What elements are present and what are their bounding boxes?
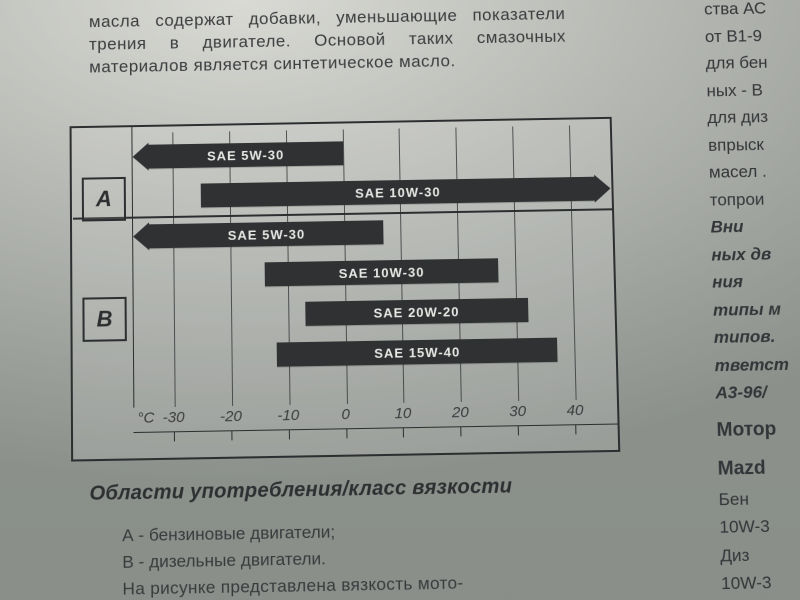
viscosity-bar: SAE 10W-30: [264, 258, 498, 286]
right-fragment: А3-96/: [715, 379, 800, 406]
axis-tick: [288, 429, 289, 439]
manual-page: масла содержат добавки, уменьшающие пока…: [0, 0, 800, 600]
axis-tick: [231, 430, 232, 440]
figure-caption: Области употребления/класс вязкости: [89, 475, 512, 506]
right-fragment: 10W-3: [721, 569, 800, 597]
figure-legend: А - бензиновые двигатели; В - дизельные …: [122, 519, 336, 575]
right-fragment: ных - В: [706, 77, 796, 104]
axis-tick-label: 20: [452, 404, 469, 422]
right-fragment: для диз: [707, 104, 797, 131]
viscosity-bar: SAE 15W-40: [277, 338, 558, 367]
outro-paragraph: На рисунке представлена вязкость мото-: [122, 571, 609, 600]
viscosity-bar: SAE 10W-30: [201, 177, 595, 208]
legend-b: В - дизельные двигатели.: [122, 545, 336, 575]
gridline: [172, 132, 175, 407]
right-fragment: впрыск: [708, 131, 799, 158]
viscosity-bar: SAE 5W-30: [149, 220, 384, 248]
gridline: [229, 131, 233, 406]
axis-tick-label: -30: [163, 409, 185, 427]
intro-paragraph: масла содержат добавки, уменьшающие пока…: [89, 3, 567, 79]
right-fragment: Мотор: [716, 415, 800, 446]
axis-tick: [575, 424, 576, 434]
right-fragment: типы м: [713, 296, 800, 323]
right-fragment: для бен: [705, 49, 795, 76]
axis-tick: [174, 431, 175, 441]
right-fragment: масел .: [709, 158, 800, 185]
axis-tick: [346, 428, 347, 438]
axis-tick-label: 10: [394, 405, 411, 423]
axis-tick: [518, 425, 519, 435]
right-fragment: Диз: [720, 541, 800, 569]
right-column-fragments: ства АСот В1-9для бенных - Вдля дизвпрыс…: [704, 0, 800, 599]
axis-tick-label: 30: [509, 403, 526, 421]
right-fragment: ства АС: [704, 0, 794, 22]
axis-tick-label: -20: [220, 408, 242, 426]
axis-unit: °C: [137, 409, 154, 427]
group-separator: [73, 208, 612, 219]
axis-tick-label: 0: [341, 406, 350, 423]
right-fragment: 10W-3: [719, 513, 800, 541]
legend-a: А - бензиновые двигатели;: [122, 519, 335, 549]
right-fragment: Бен: [718, 485, 800, 513]
right-fragment: типов.: [713, 323, 800, 350]
axis-tick-label: -10: [277, 407, 299, 425]
right-fragment: Mazd: [717, 454, 800, 485]
viscosity-bar: SAE 5W-30: [148, 141, 342, 168]
x-axis: °C -30 -20 -10 0 10 20 30 40: [133, 399, 618, 456]
chart-plot-area: SAE 5W-30 SAE 10W-30 SAE 5W-30 SAE 10W-30 SA…: [131, 119, 617, 408]
viscosity-bar: SAE 20W-20: [305, 298, 528, 326]
right-fragment: тветст: [714, 351, 800, 378]
group-label-b: В: [82, 297, 126, 342]
axis-tick: [461, 426, 462, 436]
right-fragment: ных дв: [711, 240, 800, 267]
right-fragment: от В1-9: [705, 22, 795, 49]
viscosity-chart: SAE 5W-30 SAE 10W-30 SAE 5W-30 SAE 10W-30 SA…: [70, 117, 621, 462]
axis-tick: [403, 427, 404, 437]
right-fragment: топрои: [709, 186, 800, 213]
gridline: [569, 125, 577, 399]
group-label-a: А: [82, 177, 126, 222]
right-fragment: Вни: [710, 213, 800, 240]
axis-tick-label: 40: [566, 402, 583, 420]
right-fragment: ния: [712, 268, 800, 295]
